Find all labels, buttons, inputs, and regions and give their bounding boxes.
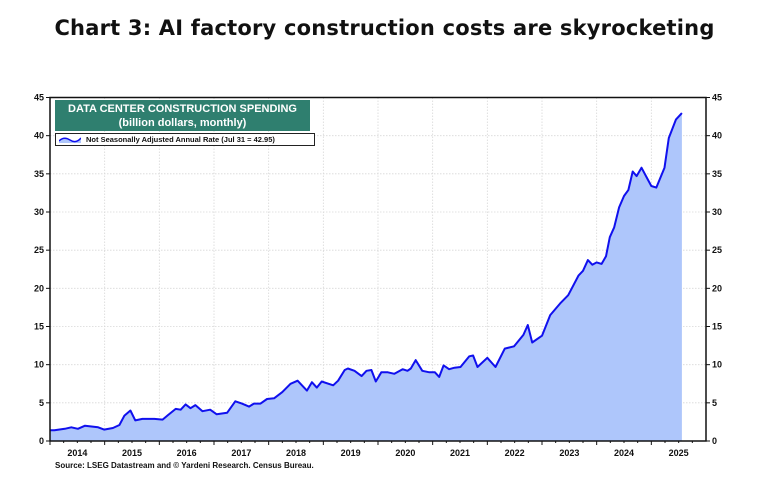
y-tick-label-right: 25	[712, 245, 722, 255]
x-tick-label: 2014	[67, 448, 87, 458]
y-tick-label-left: 20	[34, 283, 44, 293]
x-tick-label: 2016	[177, 448, 197, 458]
y-tick-label-right: 5	[712, 398, 717, 408]
x-tick-label: 2019	[341, 448, 361, 458]
x-tick-label: 2023	[559, 448, 579, 458]
chart-title: DATA CENTER CONSTRUCTION SPENDING	[68, 103, 297, 115]
x-tick-label: 2020	[395, 448, 415, 458]
y-tick-label-right: 15	[712, 322, 722, 332]
chart-subtitle: (billion dollars, monthly)	[118, 117, 247, 129]
x-tick-label: 2015	[122, 448, 142, 458]
y-tick-label-left: 45	[34, 93, 44, 103]
y-tick-label-left: 30	[34, 207, 44, 217]
y-tick-label-left: 15	[34, 322, 44, 332]
y-tick-label-left: 40	[34, 131, 44, 141]
y-tick-label-left: 0	[39, 436, 44, 446]
y-tick-label-right: 20	[712, 283, 722, 293]
y-tick-label-left: 5	[39, 398, 44, 408]
y-tick-label-right: 35	[712, 169, 722, 179]
x-tick-label: 2025	[669, 448, 689, 458]
legend: Not Seasonally Adjusted Annual Rate (Jul…	[55, 133, 315, 146]
area-fill	[50, 113, 682, 441]
x-tick-label: 2018	[286, 448, 306, 458]
y-tick-label-right: 0	[712, 436, 717, 446]
x-tick-label: 2022	[505, 448, 525, 458]
page-title: Chart 3: AI factory construction costs a…	[54, 16, 715, 40]
y-tick-label-right: 45	[712, 93, 722, 103]
chart-title-box: DATA CENTER CONSTRUCTION SPENDING (billi…	[55, 100, 310, 131]
legend-label: Not Seasonally Adjusted Annual Rate (Jul…	[86, 135, 275, 144]
y-tick-label-right: 30	[712, 207, 722, 217]
series-line	[50, 112, 683, 432]
y-tick-label-right: 40	[712, 131, 722, 141]
x-tick-label: 2017	[231, 448, 251, 458]
y-tick-label-left: 35	[34, 169, 44, 179]
source-note: Source: LSEG Datastream and © Yardeni Re…	[55, 461, 314, 470]
x-tick-label: 2021	[450, 448, 470, 458]
legend-swatch-icon	[59, 137, 81, 143]
y-tick-label-left: 25	[34, 245, 44, 255]
y-tick-label-left: 10	[34, 360, 44, 370]
x-tick-label: 2024	[614, 448, 634, 458]
y-tick-label-right: 10	[712, 360, 722, 370]
